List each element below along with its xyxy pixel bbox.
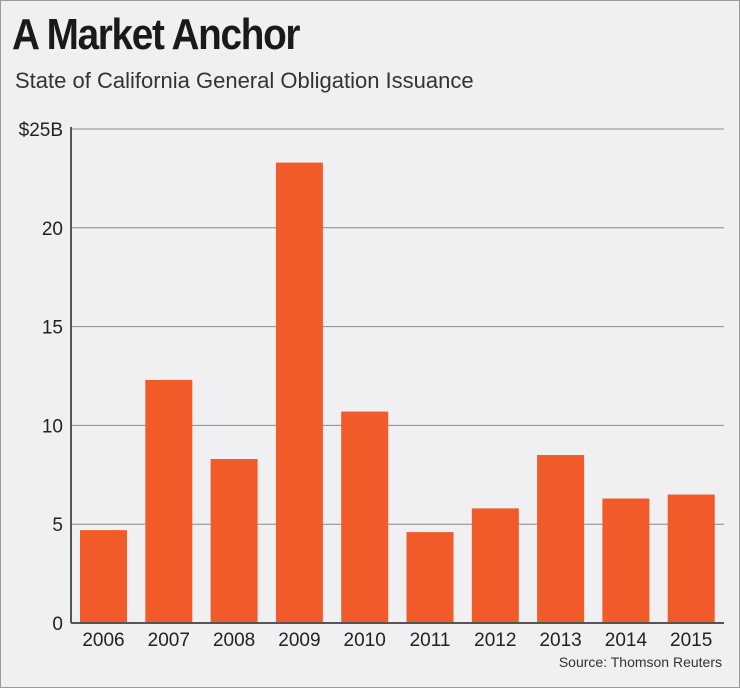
y-tick-label: 15 xyxy=(42,318,63,339)
x-tick-label: 2010 xyxy=(344,630,386,651)
source-note: Source: Thomson Reuters xyxy=(558,654,722,670)
bar-2010 xyxy=(341,411,389,623)
bar-2007 xyxy=(145,379,193,623)
y-tick-label: $25B xyxy=(19,120,63,141)
bar-2014 xyxy=(602,498,650,623)
x-tick-label: 2013 xyxy=(539,630,581,651)
x-tick-label: 2011 xyxy=(410,630,451,651)
x-tick-label: 2006 xyxy=(82,630,124,651)
bar-2013 xyxy=(537,455,585,623)
x-tick-label: 2008 xyxy=(213,630,255,651)
bar-2009 xyxy=(275,162,323,624)
bar-2011 xyxy=(406,532,454,623)
y-tick-label: 5 xyxy=(52,515,63,536)
bar-2006 xyxy=(80,530,127,623)
x-tick-label: 2012 xyxy=(474,630,516,651)
y-tick-label: 10 xyxy=(42,416,63,437)
y-tick-label: 20 xyxy=(42,219,63,240)
bar-2012 xyxy=(471,508,519,623)
y-tick-label: 0 xyxy=(52,614,63,635)
x-tick-label: 2014 xyxy=(605,630,648,651)
x-tick-label: 2015 xyxy=(670,630,712,651)
bar-2015 xyxy=(667,494,715,623)
x-tick-label: 2007 xyxy=(148,630,190,651)
bar-2008 xyxy=(210,458,258,623)
chart-title: A Market Anchor xyxy=(12,10,300,59)
chart-subtitle: State of California General Obligation I… xyxy=(15,68,474,93)
x-tick-label: 2009 xyxy=(278,630,320,651)
